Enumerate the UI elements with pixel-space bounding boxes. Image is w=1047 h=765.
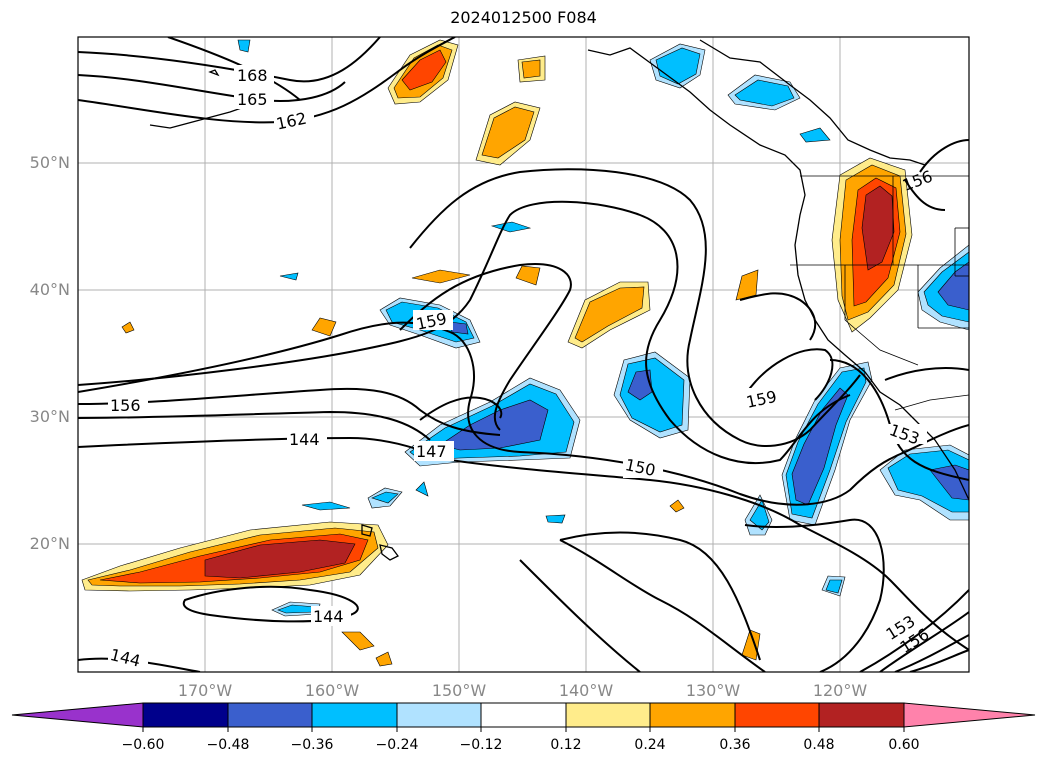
colorbar-bin [734,702,820,728]
contour-label: 156 [110,396,141,415]
lon-label-150w: 150°W [431,681,487,700]
colorbar-extend-low [11,702,144,728]
colorbar-tick-label: 0.60 [888,737,920,753]
colorbar-bin [142,702,229,728]
colorbar-bin [818,702,905,728]
lon-label-120w: 120°W [812,681,868,700]
lat-label-30n: 30°N [29,407,70,426]
map-frame [77,36,970,673]
colorbar-tick-label: −0.60 [121,737,165,753]
contour-label: 147 [416,442,447,461]
colorbar-tick-label: 0.12 [550,737,582,753]
political-borders [790,175,969,411]
shaded-field [81,39,969,667]
colorbar-bin [396,702,482,728]
colorbar-tick-label: −0.24 [375,737,419,753]
colorbar-bin [227,702,313,728]
contour-label: 165 [237,90,268,109]
lat-label-40n: 40°N [29,280,70,299]
map-title: 2024012500 F084 [450,8,597,27]
coastlines [149,39,969,561]
contour-label: 168 [237,66,268,85]
colorbar-extend-high [903,702,1036,728]
colorbar-tick-label: −0.36 [290,737,334,753]
colorbar-bin [565,702,651,728]
colorbar-tick-label: −0.12 [459,737,503,753]
lat-label-50n: 50°N [29,153,70,172]
contour-label-group: 168 165 162 159 156 144 147 150 159 153 … [108,65,935,671]
lat-label-20n: 20°N [29,534,70,553]
colorbar-bin [311,702,398,728]
colorbar-tick-marks [142,727,905,732]
contour-label: 144 [289,430,320,449]
lon-label-160w: 160°W [304,681,360,700]
contour-label: 144 [313,607,344,626]
colorbar-bin [649,702,736,728]
colorbar-bin [480,702,567,728]
colorbar-tick-label: −0.48 [206,737,250,753]
colorbar-tick-label: 0.24 [634,737,666,753]
lon-label-130w: 130°W [685,681,741,700]
colorbar-tick-label: 0.36 [719,737,751,753]
colorbar-tick-label: 0.48 [803,737,835,753]
lon-label-140w: 140°W [558,681,614,700]
lon-label-170w: 170°W [177,681,233,700]
